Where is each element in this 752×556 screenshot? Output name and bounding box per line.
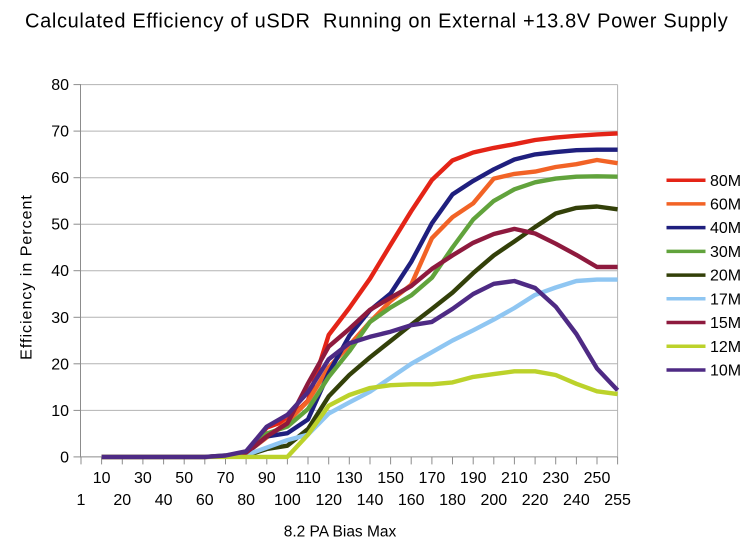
svg-text:190: 190 — [460, 470, 487, 487]
svg-text:200: 200 — [480, 492, 507, 509]
svg-text:150: 150 — [377, 470, 404, 487]
svg-text:40M: 40M — [710, 220, 741, 237]
svg-text:220: 220 — [522, 492, 549, 509]
svg-text:15M: 15M — [710, 315, 741, 332]
svg-text:20M: 20M — [710, 268, 741, 285]
svg-text:Calculated Efficiency of uSDR: Calculated Efficiency of uSDR Running on… — [25, 10, 728, 32]
svg-text:40: 40 — [155, 492, 173, 509]
svg-text:60: 60 — [51, 170, 69, 187]
svg-text:20: 20 — [51, 356, 69, 373]
svg-text:70: 70 — [51, 124, 69, 141]
svg-text:170: 170 — [419, 470, 446, 487]
svg-text:0: 0 — [60, 449, 69, 466]
svg-text:240: 240 — [563, 492, 590, 509]
svg-text:210: 210 — [501, 470, 528, 487]
svg-text:90: 90 — [258, 470, 276, 487]
svg-text:50: 50 — [175, 470, 193, 487]
svg-text:Efficiency in Percent: Efficiency in Percent — [19, 194, 36, 360]
svg-text:140: 140 — [357, 492, 384, 509]
svg-text:230: 230 — [542, 470, 569, 487]
svg-text:70: 70 — [217, 470, 235, 487]
svg-text:110: 110 — [295, 470, 321, 487]
svg-text:60: 60 — [196, 492, 214, 509]
svg-text:250: 250 — [584, 470, 611, 487]
svg-text:60M: 60M — [710, 197, 741, 214]
svg-text:40: 40 — [51, 263, 69, 280]
svg-text:1: 1 — [77, 492, 86, 509]
svg-text:20: 20 — [113, 492, 131, 509]
svg-text:80: 80 — [51, 77, 69, 94]
svg-text:10: 10 — [93, 470, 111, 487]
svg-text:10M: 10M — [710, 363, 741, 380]
svg-text:160: 160 — [398, 492, 425, 509]
svg-text:8.2 PA Bias Max: 8.2 PA Bias Max — [284, 524, 397, 541]
svg-text:255: 255 — [604, 492, 631, 509]
svg-text:80M: 80M — [710, 173, 741, 190]
svg-text:100: 100 — [274, 492, 301, 509]
svg-text:30: 30 — [134, 470, 152, 487]
svg-text:50: 50 — [51, 217, 69, 234]
svg-text:10: 10 — [51, 403, 69, 420]
svg-text:12M: 12M — [710, 339, 741, 356]
svg-text:30M: 30M — [710, 244, 741, 261]
svg-text:30: 30 — [51, 310, 69, 327]
svg-text:17M: 17M — [710, 291, 741, 308]
svg-text:130: 130 — [336, 470, 363, 487]
svg-text:80: 80 — [237, 492, 255, 509]
svg-text:180: 180 — [439, 492, 466, 509]
svg-text:120: 120 — [315, 492, 342, 509]
